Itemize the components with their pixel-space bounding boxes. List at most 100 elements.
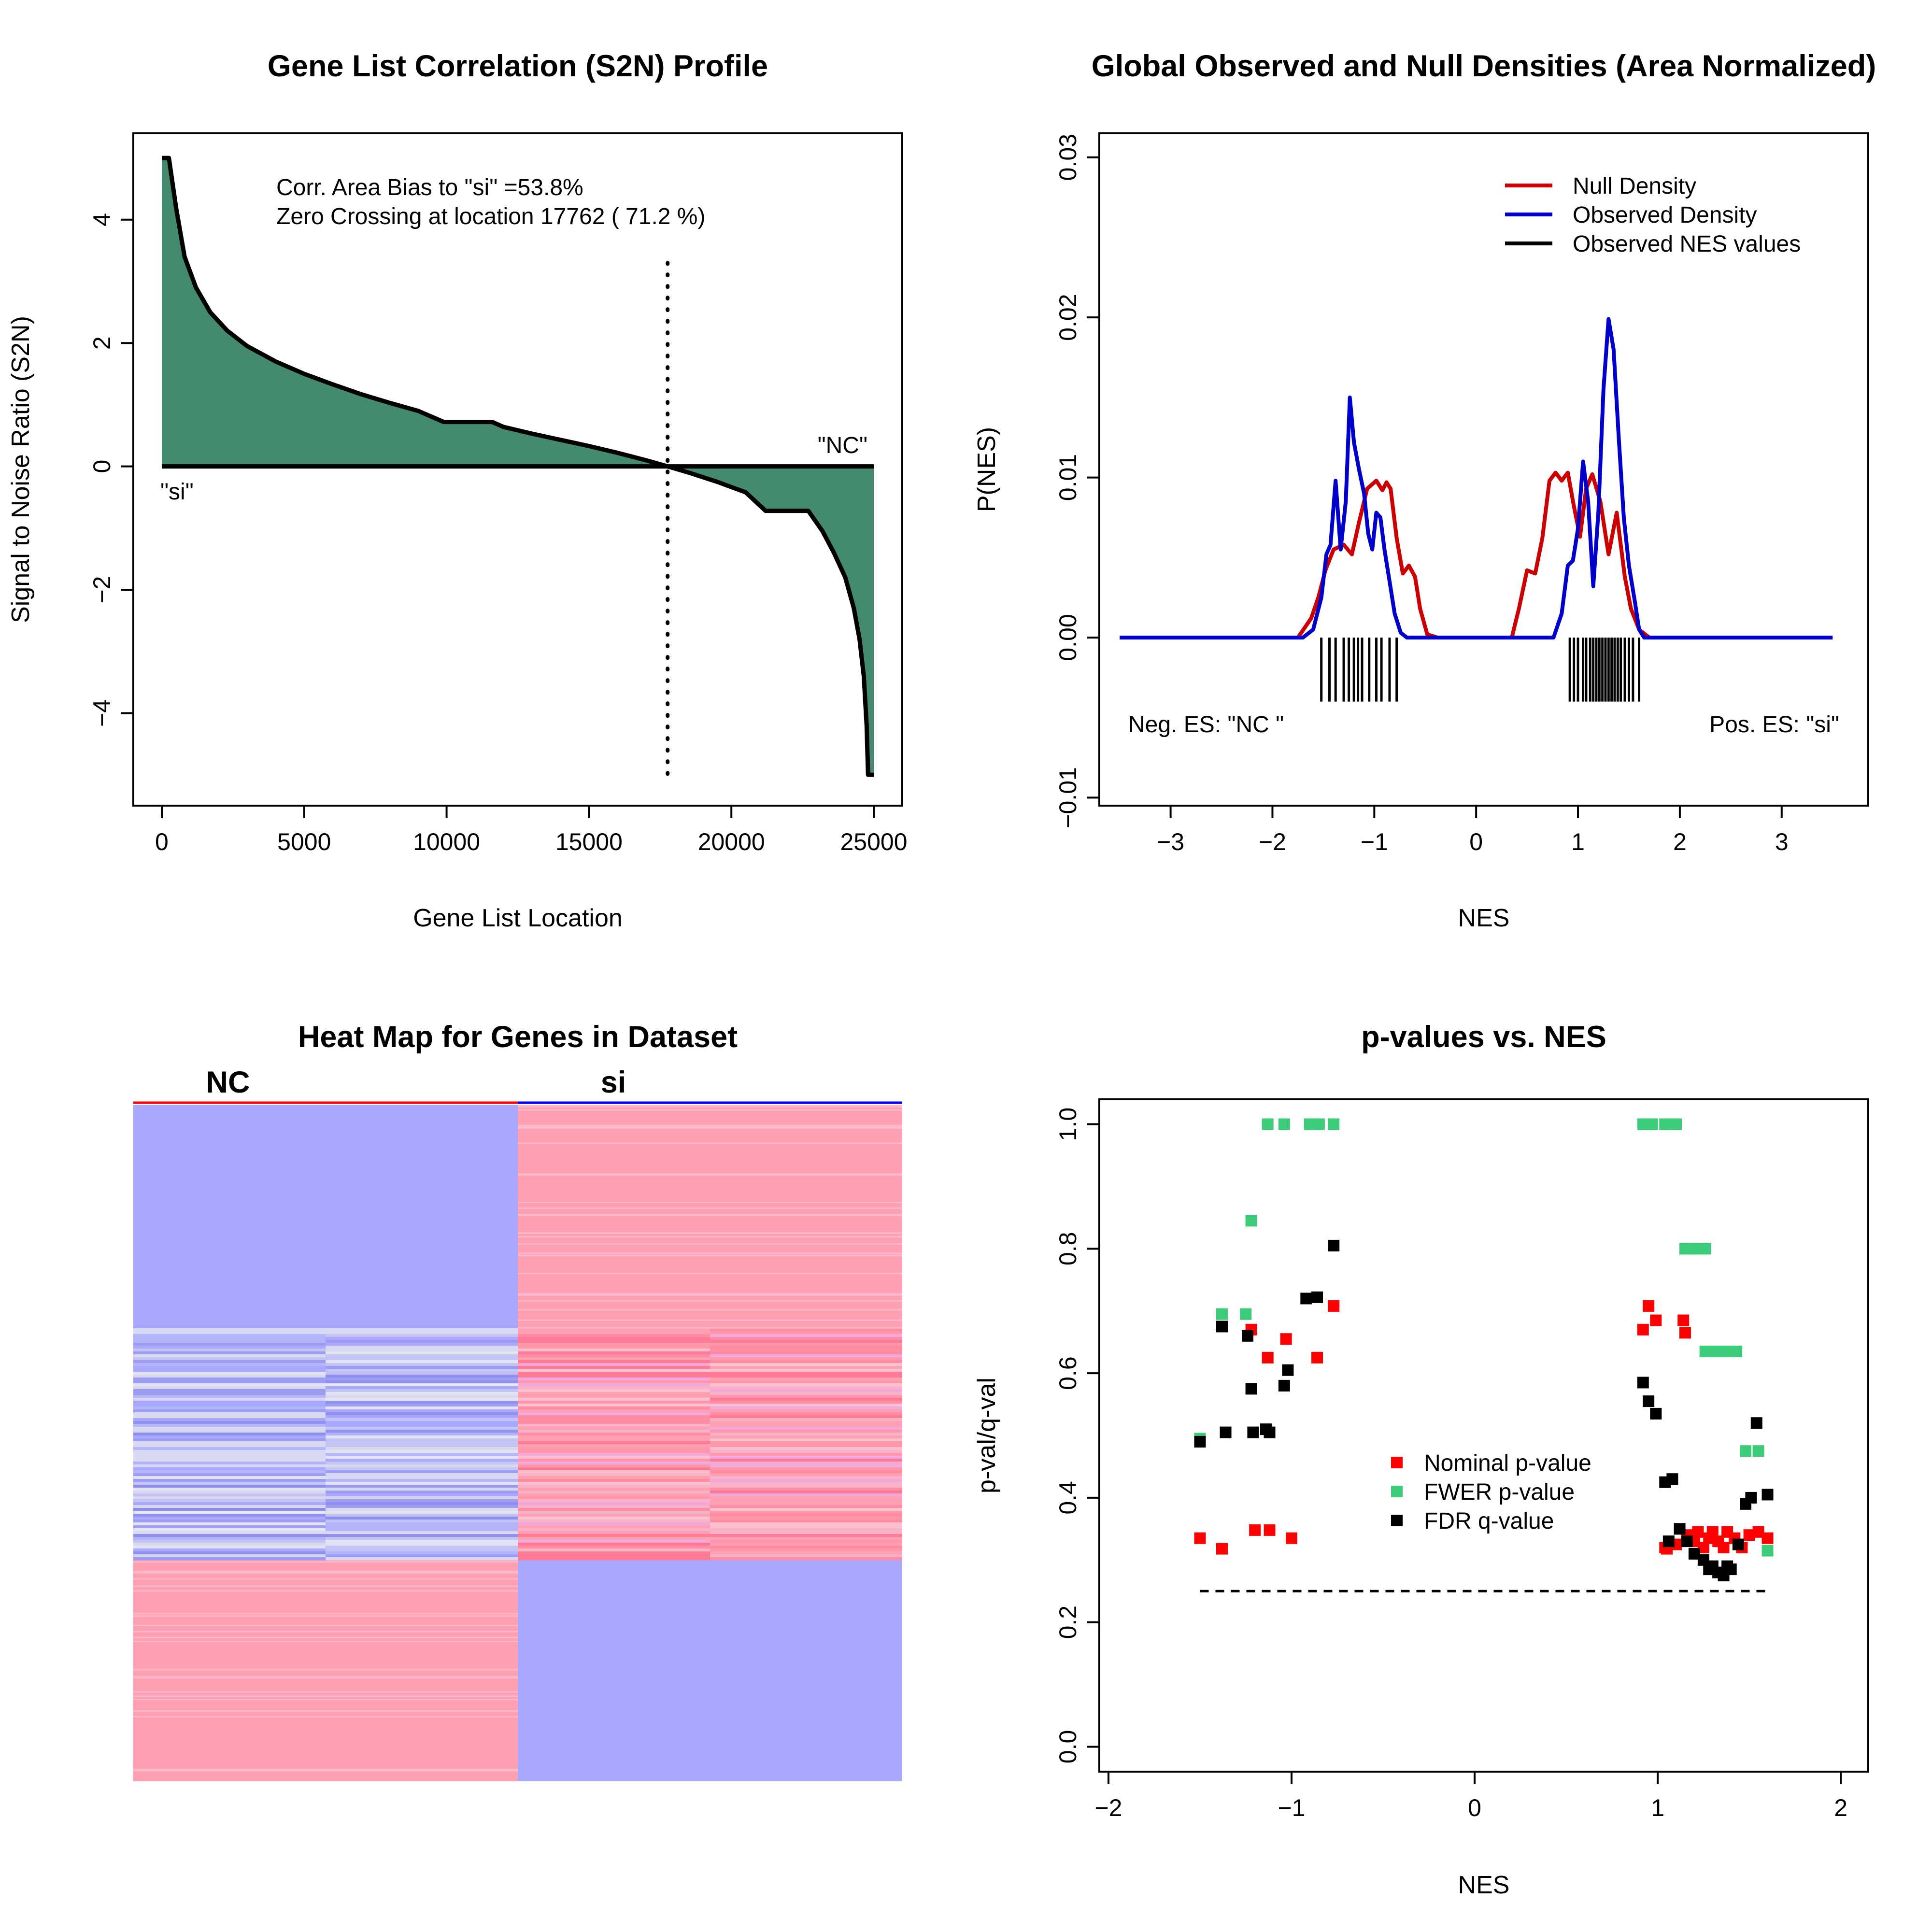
heatmap-stripe <box>326 1479 518 1482</box>
s2n-zero-crossing-annotation: Zero Crossing at location 17762 ( 71.2 %… <box>276 204 705 229</box>
pvalue-y-axis-label: p-val/q-val <box>973 1378 1001 1493</box>
heatmap-stripe <box>710 1334 902 1337</box>
heatmap-stripe <box>518 1366 710 1369</box>
s2n-profile-line <box>161 156 874 777</box>
heatmap-stripe <box>133 1543 326 1546</box>
heatmap-stripe <box>518 1499 710 1503</box>
heatmap-stripe <box>518 1173 902 1175</box>
pvalue-y-tick-label: 0.4 <box>1054 1481 1081 1515</box>
heatmap-stripe <box>710 1554 902 1558</box>
heatmap-stripe <box>710 1363 902 1366</box>
heatmap-stripe <box>710 1349 902 1352</box>
heatmap-stripe <box>710 1360 902 1364</box>
heatmap-stripe <box>133 1392 326 1395</box>
heatmap-stripe <box>133 1615 518 1617</box>
heatmap-stripe <box>133 1514 326 1517</box>
heatmap-stripe <box>518 1514 710 1517</box>
density-y-tick-label: 0.03 <box>1054 134 1081 181</box>
density-x-tick-label: −1 <box>1361 828 1388 855</box>
heatmap-stripe <box>326 1543 518 1546</box>
heatmap-stripe <box>133 1676 518 1677</box>
pvalue-x-tick-label: 0 <box>1468 1794 1481 1821</box>
heatmap-stripe <box>133 1561 518 1563</box>
heatmap-stripe <box>518 1106 902 1108</box>
heatmap-stripe <box>326 1421 518 1424</box>
heatmap-stripe <box>133 1438 326 1442</box>
heatmap-stripe <box>326 1406 518 1410</box>
heatmap-stripe <box>326 1398 518 1401</box>
heatmap-stripe <box>710 1470 902 1474</box>
heatmap-stripe <box>133 1383 326 1387</box>
heatmap-stripe <box>518 1525 710 1529</box>
density-x-axis: −3 −2 −1 0 1 2 3 <box>1157 805 1789 855</box>
heatmap-stripe <box>133 1404 326 1407</box>
heatmap-stripe <box>710 1508 902 1511</box>
heatmap-stripe <box>326 1540 518 1543</box>
heatmap-stripe <box>326 1462 518 1465</box>
heatmap-stripe <box>518 1357 710 1361</box>
heatmap-stripe <box>518 1482 710 1485</box>
heatmap-stripe <box>710 1520 902 1523</box>
pvalue-scatter-chart: p-values vs. NES −2 −1 0 1 2 0.0 0.2 0.4 0.6 0.8… <box>973 1020 1869 1899</box>
heatmap-stripe <box>133 1502 326 1506</box>
pvalue-point-series-1 <box>1313 1118 1325 1130</box>
heatmap-stripe <box>326 1386 518 1390</box>
heatmap-stripe <box>518 1427 710 1430</box>
heatmap-stripe <box>518 1531 710 1534</box>
heatmap-stripe <box>518 1109 902 1111</box>
heatmap-stripe <box>133 1691 518 1693</box>
heatmap-stripe <box>710 1485 902 1488</box>
heatmap-stripe <box>133 1716 518 1718</box>
heatmap-stripe <box>133 1528 326 1532</box>
heatmap-stripe <box>710 1418 902 1421</box>
heatmap-stripe <box>710 1421 902 1424</box>
heatmap-stripe <box>710 1456 902 1459</box>
heatmap-stripe <box>326 1380 518 1384</box>
heatmap-stripe <box>133 1453 326 1456</box>
heatmap-stripe <box>326 1389 518 1392</box>
heatmap-stripe <box>133 1590 518 1592</box>
heatmap-stripe <box>133 1770 518 1772</box>
heatmap-stripe <box>326 1360 518 1364</box>
heatmap-stripe <box>710 1409 902 1413</box>
s2n-bias-annotation: Corr. Area Bias to "si" =53.8% <box>276 175 583 200</box>
pvalue-point-series-0 <box>1249 1524 1261 1536</box>
heatmap-stripe <box>133 1357 326 1361</box>
heatmap-stripe <box>326 1337 518 1340</box>
heatmap-stripe <box>518 1511 710 1514</box>
heatmap-stripe <box>710 1369 902 1372</box>
heatmap-block <box>133 1105 518 1328</box>
heatmap-stripe <box>133 1433 326 1436</box>
heatmap-stripe <box>326 1415 518 1419</box>
pvalue-point-series-0 <box>1286 1532 1297 1544</box>
pvalue-point-series-2 <box>1674 1523 1686 1535</box>
heatmap-stripe <box>326 1340 518 1343</box>
heatmap-stripe <box>133 1386 326 1390</box>
heatmap-stripe <box>710 1328 902 1332</box>
heatmap-stripe <box>133 1406 326 1410</box>
heatmap-stripe <box>133 1485 326 1488</box>
heatmap-stripe <box>518 1418 710 1421</box>
heatmap-stripe <box>518 1421 710 1424</box>
heatmap-stripe <box>133 1768 518 1770</box>
heatmap-stripe <box>326 1548 518 1552</box>
heatmap-stripe <box>326 1363 518 1366</box>
pvalue-x-axis-label: NES <box>1458 1871 1510 1899</box>
heatmap-stripe <box>326 1528 518 1532</box>
heatmap-stripe <box>710 1412 902 1416</box>
heatmap-stripe <box>518 1337 710 1340</box>
density-legend: Null Density Observed Density Observed N… <box>1505 173 1801 257</box>
density-x-tick-label: −3 <box>1157 828 1184 855</box>
heatmap-stripe <box>710 1488 902 1491</box>
heatmap-stripe <box>518 1476 710 1479</box>
pvalue-x-tick-label: −2 <box>1094 1794 1122 1821</box>
heatmap-stripe <box>133 1540 326 1543</box>
heatmap-stripe <box>710 1522 902 1526</box>
heatmap-stripe <box>518 1444 710 1448</box>
heatmap-stripe <box>710 1438 902 1442</box>
heatmap-stripe <box>133 1340 326 1343</box>
heatmap-stripe <box>326 1473 518 1477</box>
heatmap-stripe <box>518 1450 710 1453</box>
s2n-profile-chart: Gene List Correlation (S2N) Profile 0 500… <box>7 49 908 932</box>
heatmap-stripe <box>710 1441 902 1445</box>
